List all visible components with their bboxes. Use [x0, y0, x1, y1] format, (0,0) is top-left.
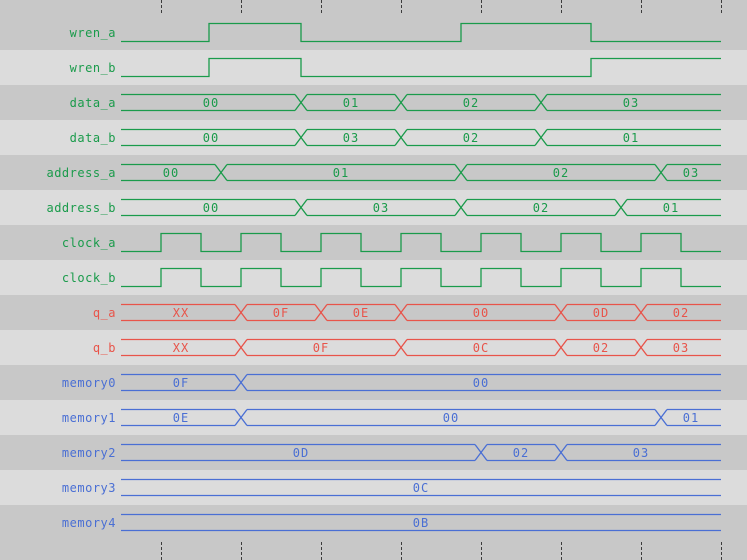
signal-row-wren_a[interactable]: wren_a	[0, 15, 747, 50]
bus-value: 00	[442, 410, 460, 425]
bus-value: 03	[632, 445, 650, 460]
signal-label-q_a[interactable]: q_a	[92, 305, 116, 320]
bus-value: 02	[532, 200, 550, 215]
bus-value: 02	[462, 95, 480, 110]
bus-value: 03	[682, 165, 700, 180]
signal-label-wren_a[interactable]: wren_a	[69, 25, 116, 40]
bus-value: 02	[552, 165, 570, 180]
signal-label-clock_b[interactable]: clock_b	[61, 270, 116, 285]
bus-value: 0C	[472, 340, 490, 355]
signal-lane-memory0[interactable]: 0F 00	[121, 365, 721, 400]
signal-row-clock_b[interactable]: clock_b	[0, 260, 747, 295]
signal-label-memory2[interactable]: memory2	[61, 445, 116, 460]
bus-value: 0C	[412, 480, 430, 495]
bus-value: 01	[332, 165, 350, 180]
bus-value: 03	[672, 340, 690, 355]
bus-value: 03	[342, 130, 360, 145]
signal-lane-memory4[interactable]: 0B	[121, 505, 721, 540]
signal-lane-data_a[interactable]: 00 01 02 03	[121, 85, 721, 120]
signal-lane-wren_b[interactable]	[121, 50, 721, 85]
signal-label-data_b[interactable]: data_b	[69, 130, 116, 145]
bus-value: 0F	[312, 340, 330, 355]
signal-lane-wren_a[interactable]	[121, 15, 721, 50]
signal-label-q_b[interactable]: q_b	[92, 340, 116, 355]
bus-value: 0F	[272, 305, 290, 320]
bus-value: 01	[662, 200, 680, 215]
signal-lane-clock_b[interactable]	[121, 260, 721, 295]
signal-row-data_b[interactable]: data_b 00 03 02 01	[0, 120, 747, 155]
signal-row-clock_a[interactable]: clock_a	[0, 225, 747, 260]
bus-value: 0E	[172, 410, 190, 425]
bus-value: 00	[472, 305, 490, 320]
bus-value: 0B	[412, 515, 430, 530]
bus-value: 02	[462, 130, 480, 145]
signal-row-memory2[interactable]: memory2 0D 02 03	[0, 435, 747, 470]
bus-value: 02	[512, 445, 530, 460]
bus-value: 0E	[352, 305, 370, 320]
signal-lane-q_b[interactable]: XX 0F 0C 02 03	[121, 330, 721, 365]
signal-label-address_b[interactable]: address_b	[46, 200, 116, 215]
bus-value: 02	[592, 340, 610, 355]
signal-lane-address_a[interactable]: 00 01 02 03	[121, 155, 721, 190]
signal-label-memory4[interactable]: memory4	[61, 515, 116, 530]
signal-row-address_a[interactable]: address_a 00 01 02 03	[0, 155, 747, 190]
bus-value: 01	[342, 95, 360, 110]
signal-lane-address_b[interactable]: 00 03 02 01	[121, 190, 721, 225]
bus-value: 0D	[292, 445, 310, 460]
signal-label-address_a[interactable]: address_a	[46, 165, 116, 180]
bus-value: XX	[172, 305, 190, 320]
signal-label-wren_b[interactable]: wren_b	[69, 60, 116, 75]
bus-value: XX	[172, 340, 190, 355]
bus-value: 00	[202, 95, 220, 110]
signal-row-q_b[interactable]: q_b XX 0F 0C 02 03	[0, 330, 747, 365]
signal-row-memory3[interactable]: memory3 0C	[0, 470, 747, 505]
signal-row-memory1[interactable]: memory1 0E 00 01	[0, 400, 747, 435]
signal-lane-q_a[interactable]: XX 0F 0E 00 0D 02	[121, 295, 721, 330]
signal-row-q_a[interactable]: q_a XX 0F 0E 00 0D 02	[0, 295, 747, 330]
signal-row-memory4[interactable]: memory4 0B	[0, 505, 747, 540]
bus-value: 0F	[172, 375, 190, 390]
bus-value: 00	[162, 165, 180, 180]
signal-label-memory1[interactable]: memory1	[61, 410, 116, 425]
signal-lane-memory1[interactable]: 0E 00 01	[121, 400, 721, 435]
signal-lane-memory2[interactable]: 0D 02 03	[121, 435, 721, 470]
bus-value: 01	[682, 410, 700, 425]
bus-value: 03	[622, 95, 640, 110]
signal-row-data_a[interactable]: data_a 00 01 02 03	[0, 85, 747, 120]
signal-lane-clock_a[interactable]	[121, 225, 721, 260]
signal-lane-data_b[interactable]: 00 03 02 01	[121, 120, 721, 155]
signal-lane-memory3[interactable]: 0C	[121, 470, 721, 505]
signal-label-clock_a[interactable]: clock_a	[61, 235, 116, 250]
bus-value: 03	[372, 200, 390, 215]
signal-row-memory0[interactable]: memory0 0F 00	[0, 365, 747, 400]
signal-row-address_b[interactable]: address_b 00 03 02 01	[0, 190, 747, 225]
bus-value: 0D	[592, 305, 610, 320]
bus-value: 02	[672, 305, 690, 320]
signal-row-wren_b[interactable]: wren_b	[0, 50, 747, 85]
bus-value: 00	[472, 375, 490, 390]
signal-label-memory3[interactable]: memory3	[61, 480, 116, 495]
bus-value: 00	[202, 200, 220, 215]
bus-value: 00	[202, 130, 220, 145]
signal-label-data_a[interactable]: data_a	[69, 95, 116, 110]
bus-value: 01	[622, 130, 640, 145]
signal-label-memory0[interactable]: memory0	[61, 375, 116, 390]
